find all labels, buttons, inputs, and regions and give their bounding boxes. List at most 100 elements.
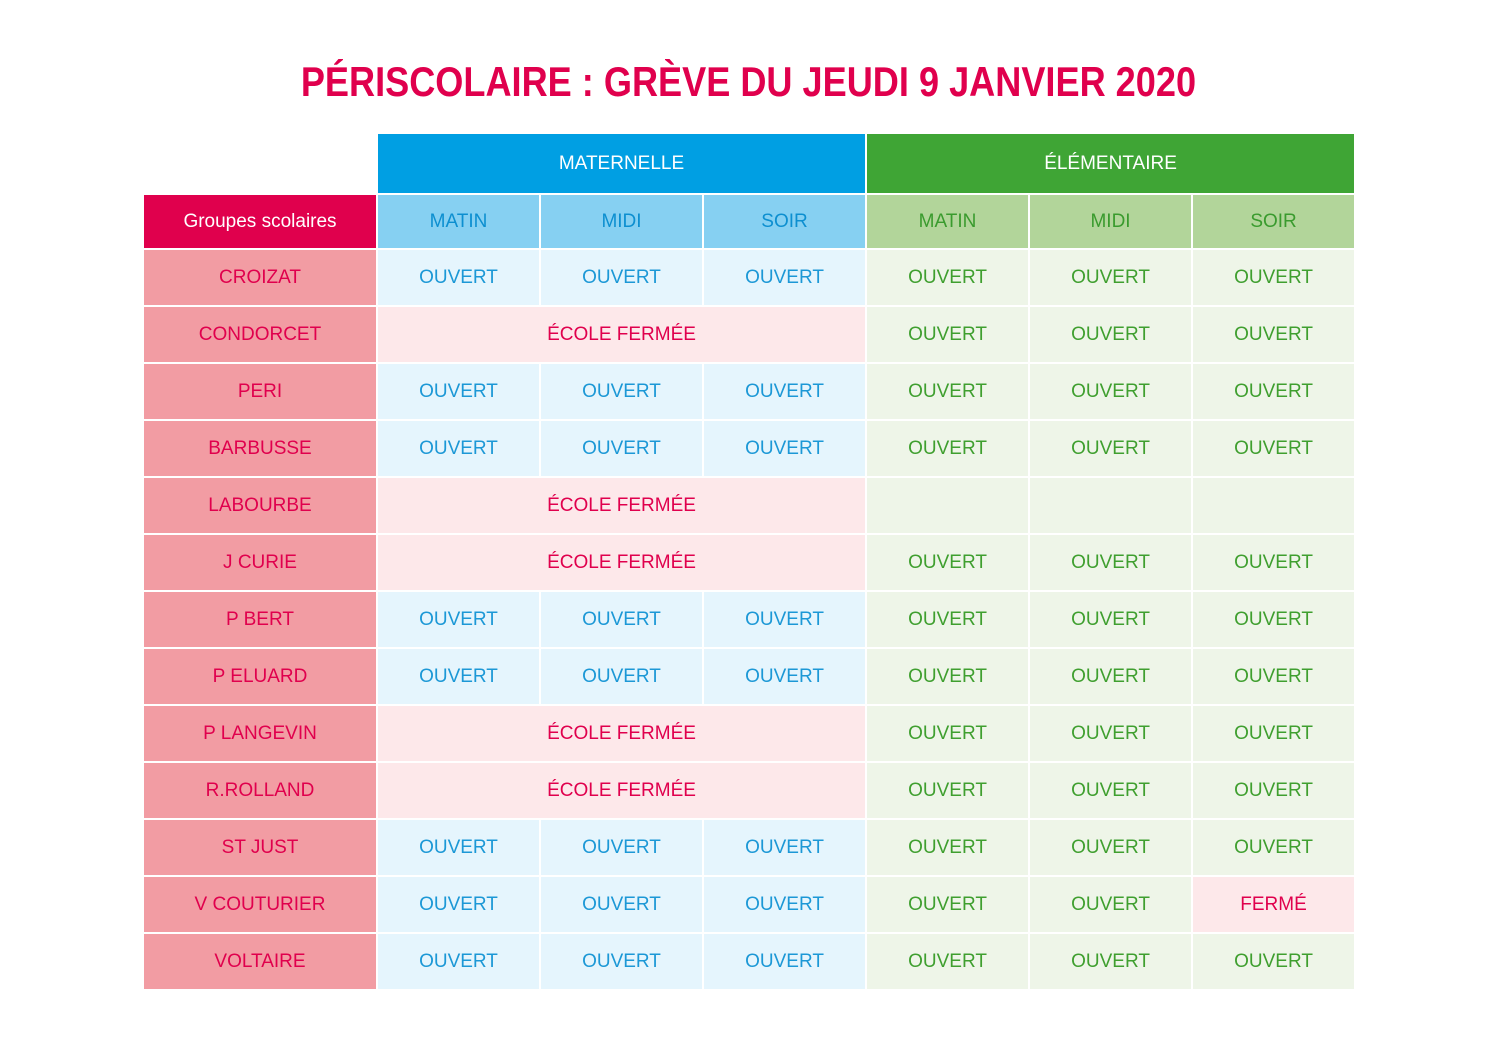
elementaire-soir-cell: OUVERT (1193, 250, 1355, 305)
school-name-cell: P BERT (144, 592, 376, 647)
elementaire-matin-cell (867, 478, 1029, 533)
maternelle-matin-cell: OUVERT (378, 421, 539, 476)
maternelle-soir-cell: OUVERT (704, 820, 866, 875)
school-name-cell: R.ROLLAND (144, 763, 376, 818)
table-row: R.ROLLAND ÉCOLE FERMÉE OUVERT OUVERT OUVERT (144, 763, 1355, 818)
strike-schedule-table: MATERNELLE ÉLÉMENTAIRE Groupes scolaires… (142, 132, 1356, 991)
school-name-cell: CROIZAT (144, 250, 376, 305)
maternelle-soir-cell: OUVERT (704, 364, 866, 419)
elementaire-midi-cell (1030, 478, 1192, 533)
school-name-cell: P LANGEVIN (144, 706, 376, 761)
page-title: PÉRISCOLAIRE : GRÈVE DU JEUDI 9 JANVIER … (300, 58, 1197, 105)
maternelle-soir-cell: OUVERT (704, 250, 866, 305)
maternelle-soir-header: SOIR (704, 195, 866, 248)
elementaire-matin-cell: OUVERT (867, 706, 1029, 761)
maternelle-matin-cell: OUVERT (378, 364, 539, 419)
elementaire-soir-cell: OUVERT (1193, 592, 1355, 647)
table-row: PERI OUVERT OUVERT OUVERT OUVERT OUVERT OUVERT (144, 364, 1355, 419)
elementaire-matin-cell: OUVERT (867, 535, 1029, 590)
elementaire-soir-cell: OUVERT (1193, 649, 1355, 704)
school-name-cell: LABOURBE (144, 478, 376, 533)
elementaire-midi-cell: OUVERT (1030, 877, 1192, 932)
elementaire-midi-cell: OUVERT (1030, 250, 1192, 305)
elementaire-matin-cell: OUVERT (867, 763, 1029, 818)
maternelle-soir-cell: OUVERT (704, 649, 866, 704)
elementaire-midi-cell: OUVERT (1030, 820, 1192, 875)
maternelle-midi-cell: OUVERT (541, 877, 702, 932)
table-row: CROIZAT OUVERT OUVERT OUVERT OUVERT OUVERT OUV… (144, 250, 1355, 305)
maternelle-midi-cell: OUVERT (541, 250, 702, 305)
table-row: P LANGEVIN ÉCOLE FERMÉE OUVERT OUVERT OUVERT (144, 706, 1355, 761)
elementaire-matin-cell: OUVERT (867, 421, 1029, 476)
school-name-cell: PERI (144, 364, 376, 419)
elementaire-matin-cell: OUVERT (867, 307, 1029, 362)
elementaire-matin-cell: OUVERT (867, 820, 1029, 875)
maternelle-matin-cell: OUVERT (378, 250, 539, 305)
elementaire-matin-cell: OUVERT (867, 364, 1029, 419)
elementaire-soir-cell: FERMÉ (1193, 877, 1355, 932)
table-row: P ELUARD OUVERT OUVERT OUVERT OUVERT OUVERT OU… (144, 649, 1355, 704)
school-name-cell: P ELUARD (144, 649, 376, 704)
elementaire-midi-cell: OUVERT (1030, 592, 1192, 647)
maternelle-midi-cell: OUVERT (541, 421, 702, 476)
maternelle-midi-cell: OUVERT (541, 592, 702, 647)
elementaire-matin-cell: OUVERT (867, 649, 1029, 704)
maternelle-closed-cell: ÉCOLE FERMÉE (378, 535, 866, 590)
elementaire-midi-cell: OUVERT (1030, 649, 1192, 704)
elementaire-matin-cell: OUVERT (867, 877, 1029, 932)
table-row: V COUTURIER OUVERT OUVERT OUVERT OUVERT OUVER… (144, 877, 1355, 932)
table-row: BARBUSSE OUVERT OUVERT OUVERT OUVERT OUVERT OU… (144, 421, 1355, 476)
maternelle-soir-cell: OUVERT (704, 421, 866, 476)
elementaire-midi-cell: OUVERT (1030, 706, 1192, 761)
maternelle-closed-cell: ÉCOLE FERMÉE (378, 307, 866, 362)
maternelle-matin-cell: OUVERT (378, 934, 539, 989)
maternelle-closed-cell: ÉCOLE FERMÉE (378, 763, 866, 818)
school-name-cell: ST JUST (144, 820, 376, 875)
elementaire-midi-cell: OUVERT (1030, 421, 1192, 476)
elementaire-midi-cell: OUVERT (1030, 763, 1192, 818)
maternelle-midi-cell: OUVERT (541, 934, 702, 989)
elementaire-midi-header: MIDI (1030, 195, 1192, 248)
maternelle-soir-cell: OUVERT (704, 877, 866, 932)
elementaire-soir-cell: OUVERT (1193, 421, 1355, 476)
maternelle-matin-cell: OUVERT (378, 820, 539, 875)
elementaire-soir-cell: OUVERT (1193, 535, 1355, 590)
maternelle-midi-cell: OUVERT (541, 820, 702, 875)
maternelle-matin-header: MATIN (378, 195, 539, 248)
table-row: ST JUST OUVERT OUVERT OUVERT OUVERT OUVERT OUV… (144, 820, 1355, 875)
elementaire-soir-header: SOIR (1193, 195, 1355, 248)
elementaire-soir-cell: OUVERT (1193, 364, 1355, 419)
table-row: VOLTAIRE OUVERT OUVERT OUVERT OUVERT OUVERT OU… (144, 934, 1355, 989)
elementaire-midi-cell: OUVERT (1030, 934, 1192, 989)
table-row: P BERT OUVERT OUVERT OUVERT OUVERT OUVERT OUVE… (144, 592, 1355, 647)
elementaire-soir-cell: OUVERT (1193, 706, 1355, 761)
maternelle-midi-header: MIDI (541, 195, 702, 248)
elementaire-midi-cell: OUVERT (1030, 307, 1192, 362)
school-name-cell: J CURIE (144, 535, 376, 590)
table-row: LABOURBE ÉCOLE FERMÉE (144, 478, 1355, 533)
maternelle-midi-cell: OUVERT (541, 364, 702, 419)
elementaire-soir-cell: OUVERT (1193, 307, 1355, 362)
groups-header: Groupes scolaires (144, 195, 376, 248)
maternelle-midi-cell: OUVERT (541, 649, 702, 704)
elementaire-midi-cell: OUVERT (1030, 364, 1192, 419)
elementaire-matin-cell: OUVERT (867, 934, 1029, 989)
elementaire-matin-cell: OUVERT (867, 250, 1029, 305)
maternelle-soir-cell: OUVERT (704, 592, 866, 647)
maternelle-matin-cell: OUVERT (378, 592, 539, 647)
maternelle-closed-cell: ÉCOLE FERMÉE (378, 478, 866, 533)
table-body: CROIZAT OUVERT OUVERT OUVERT OUVERT OUVERT OUV… (144, 250, 1355, 989)
corner-cell (144, 134, 376, 193)
school-name-cell: BARBUSSE (144, 421, 376, 476)
elementaire-header: ÉLÉMENTAIRE (867, 134, 1355, 193)
maternelle-matin-cell: OUVERT (378, 649, 539, 704)
elementaire-soir-cell: OUVERT (1193, 820, 1355, 875)
table-row: CONDORCET ÉCOLE FERMÉE OUVERT OUVERT OUVERT (144, 307, 1355, 362)
elementaire-midi-cell: OUVERT (1030, 535, 1192, 590)
elementaire-soir-cell (1193, 478, 1355, 533)
elementaire-matin-cell: OUVERT (867, 592, 1029, 647)
maternelle-matin-cell: OUVERT (378, 877, 539, 932)
school-name-cell: VOLTAIRE (144, 934, 376, 989)
maternelle-header: MATERNELLE (378, 134, 866, 193)
school-name-cell: V COUTURIER (144, 877, 376, 932)
